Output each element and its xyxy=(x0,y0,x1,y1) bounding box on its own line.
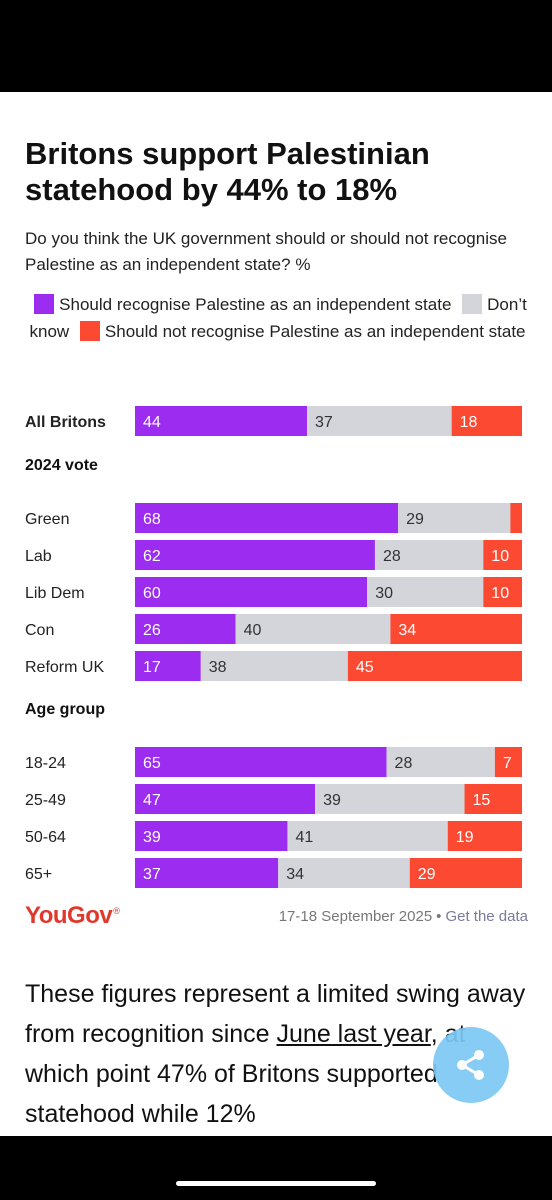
bar-segment xyxy=(135,747,387,777)
bar-segment xyxy=(287,821,448,851)
chart-title: Britons support Palestinian statehood by… xyxy=(25,136,430,207)
legend-label-recognise: Should recognise Palestine as an indepen… xyxy=(59,295,452,314)
row-label: Green xyxy=(25,511,69,528)
bar-segment xyxy=(447,821,522,851)
bar-segment xyxy=(307,406,452,436)
bar-segment xyxy=(483,577,522,607)
data-label: 37 xyxy=(143,866,161,883)
bar-segment xyxy=(135,503,399,533)
legend-entry-recognise: Should recognise Palestine as an indepen… xyxy=(28,294,452,314)
bar-segment xyxy=(374,540,484,570)
survey-date: 17-18 September 2025 xyxy=(278,908,433,925)
data-label: 39 xyxy=(323,792,341,809)
data-label: 17 xyxy=(143,659,161,676)
bar-segment xyxy=(347,651,522,681)
home-indicator[interactable] xyxy=(176,1181,376,1186)
data-label: 15 xyxy=(473,792,491,809)
data-label: 10 xyxy=(491,585,509,602)
article-paragraph: These figures represent a limited swing … xyxy=(25,980,526,1128)
bar-segment xyxy=(390,614,522,644)
source-separator: • xyxy=(436,908,442,925)
data-label: 28 xyxy=(395,755,413,772)
data-label: 34 xyxy=(286,866,304,883)
row-label: 25-49 xyxy=(25,792,66,809)
data-label: 47 xyxy=(143,792,161,809)
stacked-bar-chart: All Britons 44 37 18 2024 vote Green 68 29 Lab 62… xyxy=(25,406,522,888)
row-label: Reform UK xyxy=(25,659,104,676)
bar-segment xyxy=(135,406,307,436)
data-label: 39 xyxy=(143,829,161,846)
data-label: 19 xyxy=(456,829,474,846)
bar-segment xyxy=(386,747,495,777)
legend-entry-not-recognise: Should not recognise Palestine as an ind… xyxy=(74,321,526,341)
june-last-year-link[interactable]: June last year xyxy=(276,1020,431,1048)
data-label: 34 xyxy=(398,622,416,639)
row-label: Lib Dem xyxy=(25,585,85,602)
data-label: 26 xyxy=(143,622,161,639)
bar-segment xyxy=(483,540,522,570)
chart-legend: Should recognise Palestine as an indepen… xyxy=(25,291,530,345)
legend-label-dont-know: Don’t know xyxy=(29,295,527,341)
data-label: 44 xyxy=(143,414,161,431)
data-label: 65 xyxy=(143,755,161,772)
data-label: 10 xyxy=(491,548,509,565)
data-label: 68 xyxy=(143,511,161,528)
data-label: 29 xyxy=(418,866,436,883)
status-bar xyxy=(0,0,552,92)
data-label: 7 xyxy=(503,755,512,772)
navigation-bar xyxy=(0,1136,552,1200)
group-heading: 2024 vote xyxy=(25,457,98,474)
bar-segment xyxy=(135,540,375,570)
bar-segment xyxy=(135,651,201,681)
data-label: 30 xyxy=(375,585,393,602)
data-label: 38 xyxy=(209,659,227,676)
bar-segment xyxy=(451,406,522,436)
row-label: 65+ xyxy=(25,866,52,883)
row-label: 50-64 xyxy=(25,829,66,846)
bar-segment xyxy=(367,577,484,607)
get-the-data-link[interactable]: Get the data xyxy=(445,908,528,925)
bar-segment xyxy=(398,503,511,533)
bar-segment xyxy=(494,747,522,777)
bar-segment xyxy=(135,821,288,851)
data-label: 40 xyxy=(244,622,262,639)
data-label: 62 xyxy=(143,548,161,565)
legend-entry-dont-know: Don’t know xyxy=(29,294,527,341)
legend-swatch-not-recognise xyxy=(79,321,100,341)
yougov-logo: YouGov® xyxy=(25,902,120,929)
source-line: 17-18 September 2025 • Get the data xyxy=(279,908,528,925)
data-label: 41 xyxy=(295,829,313,846)
bar-segment xyxy=(135,614,236,644)
chart-footer: YouGov® 17-18 September 2025 • Get the dat… xyxy=(0,892,552,942)
bar-segment xyxy=(464,784,522,814)
bar-segment xyxy=(315,784,465,814)
bar-segment xyxy=(235,614,391,644)
bar-segment xyxy=(409,858,522,888)
row-label: Lab xyxy=(25,548,52,565)
article-page: Britons support Palestinian statehood by… xyxy=(0,92,552,1136)
bar-segment xyxy=(278,858,410,888)
data-label: 28 xyxy=(383,548,401,565)
share-button[interactable] xyxy=(433,1027,509,1103)
bar-segment xyxy=(510,503,522,533)
bar-segment xyxy=(135,858,279,888)
share-icon xyxy=(457,1050,484,1080)
bar-segment xyxy=(135,784,316,814)
legend-label-not-recognise: Should not recognise Palestine as an ind… xyxy=(104,322,526,341)
chart-subtitle: Do you think the UK government should or… xyxy=(25,229,507,274)
group-heading: Age group xyxy=(25,701,105,718)
row-label: All Britons xyxy=(25,414,106,431)
data-label: 45 xyxy=(356,659,374,676)
row-label: Con xyxy=(25,622,54,639)
data-label: 60 xyxy=(143,585,161,602)
data-label: 29 xyxy=(406,511,424,528)
data-label: 37 xyxy=(315,414,333,431)
data-label: 18 xyxy=(460,414,478,431)
row-label: 18-24 xyxy=(25,755,66,772)
legend-swatch-dont-know xyxy=(462,294,483,314)
bar-segment xyxy=(135,577,368,607)
legend-swatch-recognise xyxy=(34,294,55,314)
bar-segment xyxy=(200,651,348,681)
